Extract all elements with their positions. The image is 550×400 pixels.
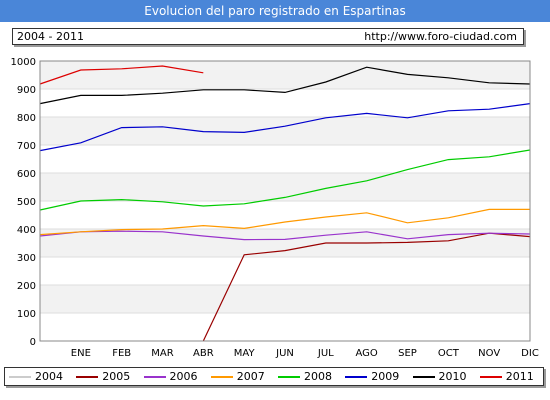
- x-axis-ticks: ENE FEB MAR ABR MAY JUN JUL AGO SEP OCT NOV DIC: [71, 348, 539, 359]
- year-range: 2004 - 2011: [17, 30, 84, 43]
- grid-band: [40, 257, 530, 285]
- grid-band: [40, 285, 530, 313]
- x-tick-label: OCT: [438, 348, 460, 359]
- y-tick-label: 300: [17, 253, 36, 264]
- y-tick-label: 500: [17, 197, 36, 208]
- series-line-2011: [39, 65, 204, 85]
- y-tick-label: 1000: [11, 57, 36, 68]
- legend-swatch: [412, 376, 435, 378]
- y-tick-label: 900: [17, 85, 36, 96]
- x-tick-label: JUN: [275, 348, 294, 359]
- y-tick-label: 0: [30, 337, 36, 348]
- legend-label: 2009: [371, 370, 400, 383]
- legend-swatch: [76, 376, 99, 378]
- legend-swatch: [9, 376, 31, 378]
- legend-label: 2007: [236, 370, 265, 383]
- x-tick-label: ENE: [71, 348, 91, 359]
- legend: 2004 2005 2006 2007 2008 2009 2010 2011: [4, 367, 544, 386]
- source-url: http://www.foro-ciudad.com: [364, 30, 517, 43]
- series-line-2005: [202, 232, 531, 342]
- y-axis-ticks: 0 100 200 300 400 500 600 700 800 900 1000: [11, 57, 36, 348]
- legend-item-2004: 2004: [5, 368, 71, 385]
- legend-item-2010: 2010: [409, 368, 475, 385]
- legend-swatch: [479, 376, 502, 378]
- legend-swatch: [278, 376, 300, 378]
- legend-swatch: [210, 376, 233, 378]
- y-tick-label: 800: [17, 113, 36, 124]
- legend-item-2011: 2011: [476, 368, 542, 385]
- y-tick-label: 200: [17, 281, 36, 292]
- x-tick-label: NOV: [478, 348, 500, 359]
- legend-item-2007: 2007: [207, 368, 273, 385]
- legend-swatch: [143, 376, 166, 378]
- series-line-2009: [39, 103, 531, 152]
- grid-band: [40, 61, 530, 89]
- legend-item-2005: 2005: [72, 368, 138, 385]
- grid-band: [40, 117, 530, 145]
- legend-label: 2010: [438, 370, 467, 383]
- y-tick-label: 400: [17, 225, 36, 236]
- legend-label: 2011: [505, 370, 534, 383]
- legend-item-2009: 2009: [341, 368, 407, 385]
- grid-band: [40, 229, 530, 257]
- legend-label: 2008: [304, 370, 332, 383]
- series-line-2007: [39, 208, 530, 236]
- series-line-2008: [39, 149, 531, 211]
- grid-band: [40, 173, 530, 201]
- legend-swatch: [345, 376, 368, 378]
- legend-label: 2005: [102, 370, 131, 383]
- x-tick-label: FEB: [112, 348, 131, 359]
- x-tick-label: SEP: [398, 348, 417, 359]
- chart-title: Evolucion del paro registrado en Esparti…: [0, 0, 550, 22]
- y-tick-label: 700: [17, 141, 36, 152]
- info-box: 2004 - 2011 http://www.foro-ciudad.com: [12, 28, 524, 45]
- x-tick-label: JUL: [317, 348, 334, 359]
- legend-label: 2006: [169, 370, 198, 383]
- series-lines: [39, 65, 531, 342]
- grid-band: [40, 89, 530, 117]
- series-line-2010: [39, 66, 531, 105]
- legend-label: 2004: [35, 370, 63, 383]
- series-line-2006: [39, 230, 531, 241]
- x-tick-label: ABR: [193, 348, 214, 359]
- grid-band: [40, 201, 530, 229]
- x-tick-label: MAR: [151, 348, 173, 359]
- plot-frame: [39, 60, 531, 342]
- grid-bands: [40, 61, 530, 341]
- x-tick-label: DIC: [521, 348, 539, 359]
- x-tick-label: AGO: [356, 348, 378, 359]
- y-tick-label: 600: [17, 169, 36, 180]
- legend-item-2006: 2006: [140, 368, 206, 385]
- y-tick-label: 100: [17, 309, 36, 320]
- x-tick-label: MAY: [234, 348, 256, 359]
- grid-band: [40, 313, 530, 341]
- legend-item-2008: 2008: [274, 368, 340, 385]
